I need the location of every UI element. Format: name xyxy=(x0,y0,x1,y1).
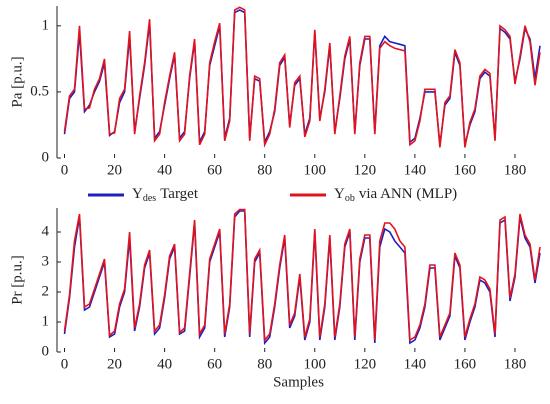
x-tick-label: 140 xyxy=(404,162,427,178)
y-tick-label: 3 xyxy=(42,253,50,269)
legend-symbol: Y xyxy=(132,186,143,202)
legend-symbol: Y xyxy=(334,186,345,202)
x-tick-label: 180 xyxy=(504,162,527,178)
y-tick-label: 1 xyxy=(42,313,50,329)
y-tick-label: 0 xyxy=(42,343,50,359)
y-axis-label: Pa [p.u.] xyxy=(9,56,25,107)
x-tick-label: 0 xyxy=(61,162,69,178)
x-tick-label: 180 xyxy=(504,356,527,372)
legend-label: Yob via ANN (MLP) xyxy=(334,186,457,204)
x-tick-label: 120 xyxy=(354,356,377,372)
x-tick-label: 80 xyxy=(257,356,272,372)
x-axis-label: Samples xyxy=(273,374,324,390)
y-tick-label: 1 xyxy=(42,17,50,33)
y-axis-label: Pr [p.u.] xyxy=(9,255,25,305)
legend-name: Target xyxy=(160,186,199,202)
y-tick-label: 0 xyxy=(42,149,50,165)
x-tick-label: 40 xyxy=(157,356,172,372)
x-tick-label: 0 xyxy=(61,356,69,372)
x-tick-label: 120 xyxy=(354,162,377,178)
x-tick-label: 160 xyxy=(454,162,477,178)
data-line xyxy=(63,208,541,343)
y-tick-label: 4 xyxy=(42,223,50,239)
legend-label: Ydes Target xyxy=(132,186,199,204)
x-tick-label: 60 xyxy=(207,162,222,178)
x-tick-label: 60 xyxy=(207,356,222,372)
x-tick-label: 100 xyxy=(304,162,327,178)
y-tick-label: 0.5 xyxy=(30,83,49,99)
x-tick-label: 20 xyxy=(107,356,122,372)
x-tick-label: 20 xyxy=(107,162,122,178)
y-tick-label: 2 xyxy=(42,283,50,299)
legend-subscript: ob xyxy=(345,193,355,204)
legend-subscript: des xyxy=(143,193,156,204)
x-tick-label: 80 xyxy=(257,162,272,178)
legend-name: via ANN (MLP) xyxy=(359,186,457,202)
x-tick-label: 140 xyxy=(404,356,427,372)
x-tick-label: 160 xyxy=(454,356,477,372)
data-line xyxy=(63,6,541,148)
x-tick-label: 100 xyxy=(304,356,327,372)
x-tick-label: 40 xyxy=(157,162,172,178)
